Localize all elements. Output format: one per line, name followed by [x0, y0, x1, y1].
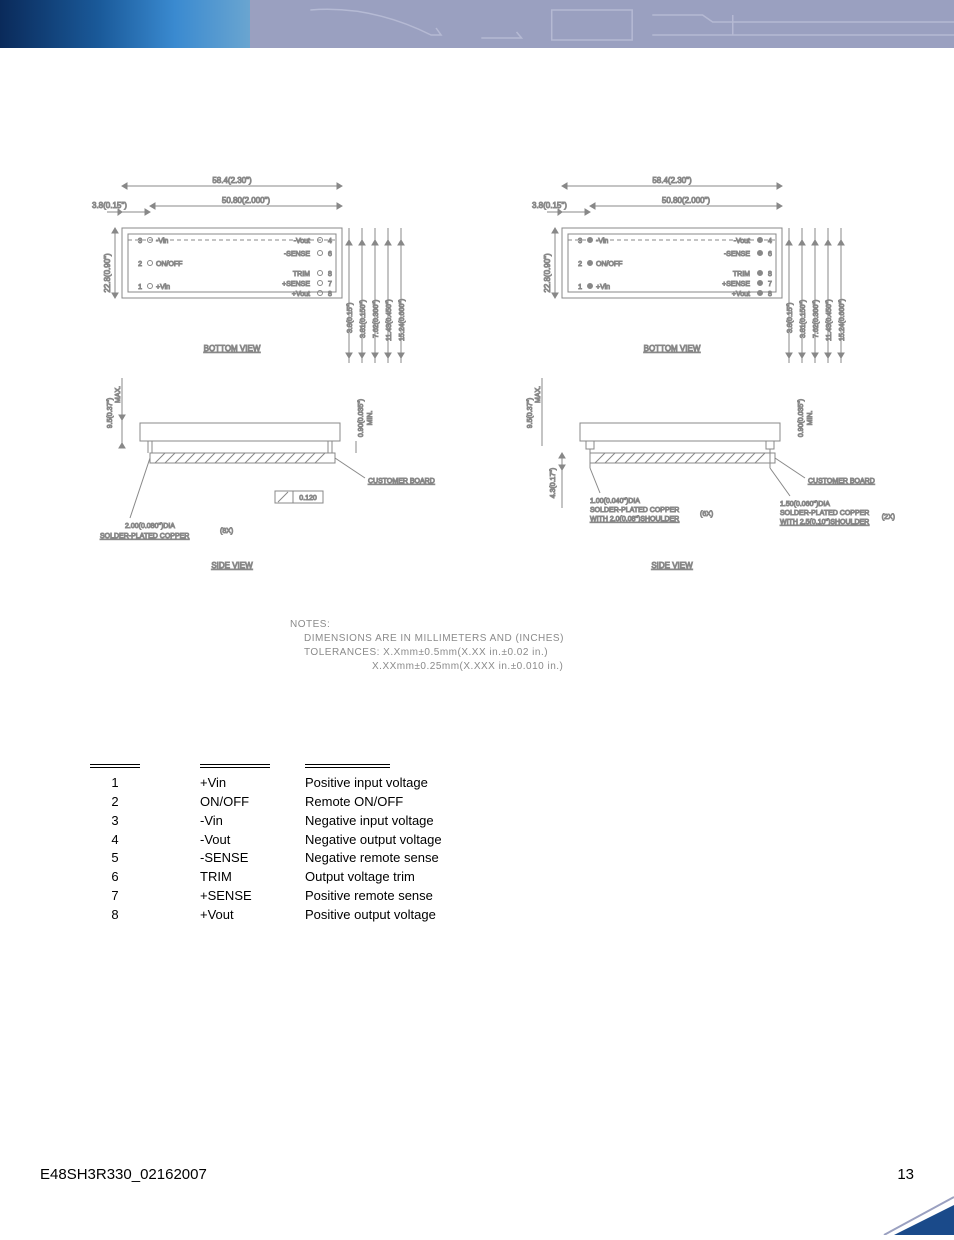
svg-text:4: 4	[328, 238, 332, 245]
svg-text:+SENSE: +SENSE	[282, 281, 310, 288]
diagram-left: 58.4(2.30") 50.80(2.000") 3.8(0.15") 22.…	[60, 168, 460, 613]
svg-text:6: 6	[768, 251, 772, 258]
svg-text:22.8(0.90"): 22.8(0.90")	[103, 253, 112, 293]
svg-text:7: 7	[768, 281, 772, 288]
svg-text:3.81(0.150"): 3.81(0.150")	[800, 300, 807, 338]
svg-text:(2X): (2X)	[882, 514, 895, 521]
svg-text:1: 1	[138, 284, 142, 291]
page-number: 13	[897, 1166, 914, 1183]
svg-text:BOTTOM VIEW: BOTTOM VIEW	[644, 344, 701, 353]
pin-function-table: 1 2 3 4 5 6 7 8 +Vin ON/OFF -Vin -Vout -…	[90, 764, 914, 925]
svg-text:0.90(0.035"): 0.90(0.035")	[798, 399, 805, 437]
pin-col-number: 1 2 3 4 5 6 7 8	[90, 764, 140, 925]
svg-text:-Vin: -Vin	[596, 238, 608, 245]
mechanical-drawings: 58.4(2.30") 50.80(2.000") 3.8(0.15") 22.…	[60, 168, 914, 613]
side-view-label: SIDE VIEW	[211, 561, 253, 570]
svg-text:3.8(0.15"): 3.8(0.15")	[532, 201, 567, 210]
svg-text:4: 4	[768, 238, 772, 245]
pin-col-name: +Vin ON/OFF -Vin -Vout -SENSE TRIM +SENS…	[200, 764, 270, 925]
svg-text:3.8(0.15"): 3.8(0.15")	[92, 201, 127, 210]
svg-text:1.00(0.040")DIA: 1.00(0.040")DIA	[590, 498, 640, 505]
svg-text:TRIM: TRIM	[733, 271, 750, 278]
svg-text:-Vin: -Vin	[156, 238, 168, 245]
footer-corner-graphic	[854, 1185, 954, 1235]
svg-text:4.3(0.17"): 4.3(0.17")	[550, 468, 557, 499]
svg-text:11.43(0.450"): 11.43(0.450")	[386, 299, 393, 341]
svg-text:8: 8	[768, 291, 772, 298]
svg-text:7.62(0.300"): 7.62(0.300")	[373, 300, 380, 338]
svg-text:9.5(0.37"): 9.5(0.37")	[107, 398, 114, 429]
svg-text:7.62(0.300"): 7.62(0.300")	[813, 300, 820, 338]
svg-text:6: 6	[328, 251, 332, 258]
svg-text:8: 8	[328, 271, 332, 278]
svg-text:MAX.: MAX.	[535, 386, 542, 403]
svg-text:-SENSE: -SENSE	[724, 251, 750, 258]
header-bar	[0, 0, 954, 48]
svg-text:(8X): (8X)	[220, 528, 233, 535]
svg-text:CUSTOMER BOARD: CUSTOMER BOARD	[368, 478, 435, 485]
svg-text:0.120: 0.120	[299, 495, 317, 502]
svg-text:2: 2	[138, 261, 142, 268]
svg-text:8: 8	[328, 291, 332, 298]
svg-text:+Vout: +Vout	[292, 291, 310, 298]
svg-text:ON/OFF: ON/OFF	[596, 261, 622, 268]
svg-text:50.80(2.000"): 50.80(2.000")	[662, 196, 711, 205]
svg-text:1: 1	[578, 284, 582, 291]
svg-text:MIN.: MIN.	[367, 411, 374, 426]
svg-text:3.8(0.15"): 3.8(0.15")	[347, 302, 354, 333]
svg-text:2: 2	[578, 261, 582, 268]
svg-text:SOLDER-PLATED COPPER: SOLDER-PLATED COPPER	[780, 510, 869, 517]
svg-text:WITH 2.0(0.08")SHOULDER: WITH 2.0(0.08")SHOULDER	[590, 516, 679, 523]
header-pattern	[250, 0, 954, 48]
diagram-right: 58.4(2.30") 50.80(2.000") 3.8(0.15") 22.…	[500, 168, 900, 613]
svg-text:8: 8	[768, 271, 772, 278]
svg-text:-Vout: -Vout	[294, 238, 310, 245]
svg-text:SOLDER-PLATED COPPER: SOLDER-PLATED COPPER	[590, 507, 679, 514]
svg-text:SOLDER-PLATED COPPER: SOLDER-PLATED COPPER	[100, 533, 189, 540]
svg-text:2.00(0.080")DIA: 2.00(0.080")DIA	[125, 523, 175, 530]
svg-text:15.24(0.600"): 15.24(0.600")	[399, 299, 406, 341]
svg-text:-SENSE: -SENSE	[284, 251, 310, 258]
tolerance-notes: NOTES: DIMENSIONS ARE IN MILLIMETERS AND…	[290, 618, 914, 674]
svg-text:15.24(0.600"): 15.24(0.600")	[839, 299, 846, 341]
svg-text:ON/OFF: ON/OFF	[156, 261, 182, 268]
svg-text:58.4(2.30"): 58.4(2.30")	[652, 176, 692, 185]
header-brand-graphic	[0, 0, 250, 48]
pin-col-function: Positive input voltage Remote ON/OFF Neg…	[305, 764, 442, 925]
dim-top: 58.4(2.30")	[212, 176, 252, 185]
svg-text:TRIM: TRIM	[293, 271, 310, 278]
svg-text:MIN.: MIN.	[807, 411, 814, 426]
svg-text:3: 3	[578, 238, 582, 245]
svg-text:3: 3	[138, 238, 142, 245]
svg-text:7: 7	[328, 281, 332, 288]
svg-text:SIDE VIEW: SIDE VIEW	[651, 561, 693, 570]
svg-text:CUSTOMER BOARD: CUSTOMER BOARD	[808, 478, 875, 485]
svg-text:0.90(0.035"): 0.90(0.035")	[358, 399, 365, 437]
svg-text:3.8(0.15"): 3.8(0.15")	[787, 302, 794, 333]
svg-text:-Vout: -Vout	[734, 238, 750, 245]
svg-text:50.80(2.000"): 50.80(2.000")	[222, 196, 271, 205]
svg-text:(6X): (6X)	[700, 511, 713, 518]
svg-text:1.50(0.060")DIA: 1.50(0.060")DIA	[780, 501, 830, 508]
page-footer: E48SH3R330_02162007 13	[40, 1166, 914, 1183]
svg-text:11.43(0.450"): 11.43(0.450")	[826, 299, 833, 341]
svg-text:+Vin: +Vin	[156, 284, 170, 291]
svg-text:22.8(0.90"): 22.8(0.90")	[543, 253, 552, 293]
svg-text:9.5(0.37"): 9.5(0.37")	[527, 398, 534, 429]
svg-text:+Vin: +Vin	[596, 284, 610, 291]
svg-text:WITH 2.5(0.10")SHOULDER: WITH 2.5(0.10")SHOULDER	[780, 519, 869, 526]
svg-text:+Vout: +Vout	[732, 291, 750, 298]
svg-text:3.81(0.150"): 3.81(0.150")	[360, 300, 367, 338]
bottom-view-label: BOTTOM VIEW	[204, 344, 261, 353]
svg-text:MAX.: MAX.	[115, 386, 122, 403]
document-id: E48SH3R330_02162007	[40, 1166, 207, 1183]
svg-text:+SENSE: +SENSE	[722, 281, 750, 288]
